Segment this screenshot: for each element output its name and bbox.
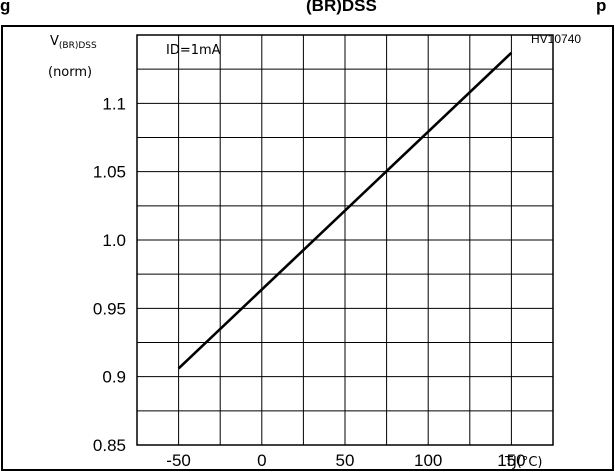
x-tick-label: 100 (414, 451, 442, 470)
x-tick-labels: -50 0 50 100 150 (166, 451, 525, 470)
figure-ref: HV10740 (531, 32, 581, 46)
chart-title-right: p (596, 0, 606, 15)
x-tick-label: 0 (257, 451, 266, 470)
y-tick-label: 1.05 (93, 163, 126, 182)
y-axis-label: V(BR)DSS (50, 34, 97, 51)
plot-area-border (136, 34, 554, 446)
series-layer (177, 51, 513, 370)
y-tick-label: 0.85 (93, 436, 126, 455)
y-axis-unit: (norm) (48, 65, 92, 80)
grid-lines (137, 35, 553, 445)
y-tick-labels: 0.85 0.9 0.95 1.0 1.05 1.1 (93, 94, 126, 455)
x-tick-label: -50 (166, 451, 191, 470)
y-tick-label: 1.0 (102, 231, 126, 250)
x-tick-label: 150 (497, 451, 525, 470)
series-line (177, 51, 513, 370)
y-tick-label: 0.95 (93, 299, 126, 318)
plot-frame (136, 34, 554, 446)
chart-title-symbol: (BR)DSS (306, 0, 377, 15)
x-tick-label: 50 (336, 451, 355, 470)
y-tick-label: 1.1 (102, 94, 126, 113)
x-axis-label: TJ(°C) (504, 455, 543, 470)
y-tick-label: 0.9 (102, 368, 126, 387)
outer-frame (1, 25, 614, 471)
chart-title-left: g (0, 0, 10, 15)
condition-label: ID=1mA (166, 43, 221, 58)
